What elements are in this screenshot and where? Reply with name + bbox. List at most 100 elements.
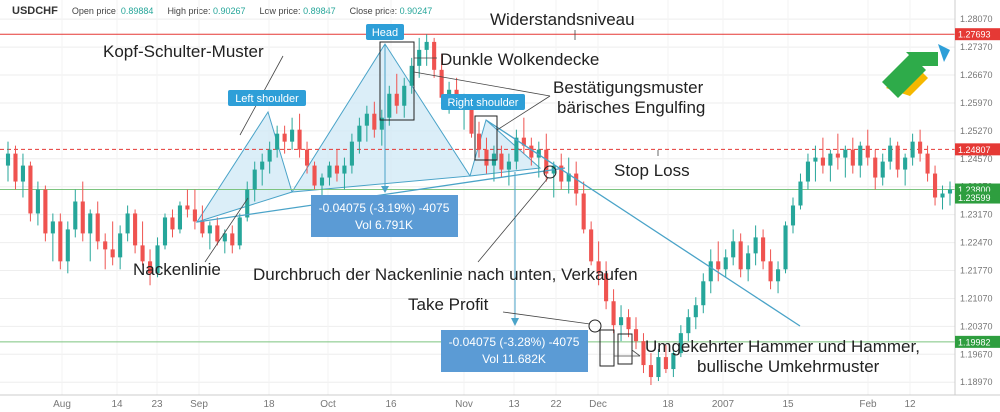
right-shoulder-badge (441, 94, 525, 110)
candle-body (648, 365, 654, 378)
measure-box-1 (311, 195, 458, 237)
candle-body (35, 189, 40, 214)
head-drop-arrow (381, 186, 389, 193)
take-profit-label: Take Profit (408, 295, 489, 314)
y-axis: 1.28070 1.27370 1.26670 1.25970 1.25270 1.245… (954, 0, 1000, 412)
candle-body (260, 161, 265, 170)
candle-body (379, 117, 384, 130)
candle-body (237, 217, 242, 246)
y-tick-label: 1.21770 (960, 266, 993, 276)
candle-body (813, 157, 818, 162)
candle-body (349, 141, 354, 166)
candle-body (5, 153, 11, 166)
price-tag (955, 191, 1000, 204)
candle-body (708, 261, 713, 282)
candle-body (357, 125, 362, 142)
price-tag (955, 335, 1000, 348)
price-tag-label: 1.23800 (958, 185, 991, 195)
y-tick-label: 1.21070 (960, 293, 993, 303)
x-axis: Aug 14 23 Sep 18 Oct 16 Nov 13 22 Dec 18 2007 15 Feb 12 (0, 394, 1000, 410)
candle-body (88, 213, 93, 234)
price-tag (955, 143, 1000, 156)
candle-body (155, 245, 160, 274)
left-shoulder-label: Left shoulder (235, 93, 299, 105)
price-tag-label: 1.23599 (958, 193, 991, 203)
candle-body (731, 241, 736, 258)
candle-body (103, 241, 108, 250)
candle-body (671, 353, 676, 370)
y-tick-label: 1.27370 (960, 42, 993, 52)
confirm-label-line1: Bestätigungsmuster (553, 78, 704, 97)
price-tag-label: 1.24807 (958, 145, 991, 155)
candle-body (177, 205, 183, 230)
x-tick-label: Nov (455, 399, 473, 410)
candle-body (506, 161, 511, 170)
pointer-take-profit (502, 311, 591, 325)
take-profit-circle (588, 319, 602, 333)
candle-body (387, 93, 392, 118)
candle-body (327, 165, 332, 178)
candle-body (932, 173, 938, 198)
y-tick-label: 1.20370 (960, 321, 993, 331)
x-tick-label: 18 (662, 399, 674, 410)
candle-body (50, 221, 55, 234)
chart-header: USDCHF Open price: 0.89884 High price: 0… (0, 0, 432, 22)
candle-body (910, 141, 915, 158)
candle-body (835, 153, 840, 158)
candle-body (499, 153, 504, 170)
candle-body (865, 145, 870, 158)
candle-body (80, 201, 85, 234)
candle-body (768, 261, 773, 282)
candle-body (693, 305, 698, 318)
candle-body (940, 193, 945, 198)
candle-body (110, 249, 115, 258)
x-tick-label: Dec (589, 399, 607, 410)
dark-cloud-label: Dunkle Wolkendecke (440, 50, 599, 69)
measure-box-2 (441, 330, 588, 372)
candle-body (319, 177, 325, 186)
candle-body (245, 189, 250, 218)
low-price-value: 0.89847 (303, 6, 336, 16)
close-price-label: Close price: (349, 6, 398, 16)
candle-body (43, 189, 48, 234)
candle-body (858, 145, 863, 166)
candle-body (618, 317, 624, 326)
candle-body (342, 165, 347, 174)
candle-body (192, 209, 197, 222)
candle-body (828, 153, 833, 166)
open-price-value: 0.89884 (120, 6, 154, 16)
candle-body (746, 253, 751, 270)
resistance-label: Widerstandsniveau (490, 10, 635, 29)
candle-body (439, 69, 444, 98)
candle-body (529, 145, 534, 158)
price-tag (955, 28, 1000, 41)
candle-body (133, 213, 138, 246)
candle-body (409, 65, 414, 86)
x-tick-label: 22 (550, 399, 562, 410)
candle-body (663, 357, 668, 370)
candle-body (304, 149, 310, 166)
candle-body (432, 41, 437, 70)
candle-body (589, 229, 594, 262)
dark-cloud-box (379, 41, 415, 121)
candle-body (334, 165, 340, 174)
candle-body (775, 269, 781, 282)
breakout-label: Durchbruch der Nackenlinie nach unten, V… (253, 265, 638, 284)
candle-body (633, 329, 639, 342)
measure-1-volume: Vol 6.791K (355, 218, 413, 232)
candle-body (125, 213, 130, 234)
measure-2-volume: Vol 11.682K (482, 352, 546, 366)
candle-body (641, 341, 646, 366)
y-tick-label: 1.24570 (960, 154, 993, 164)
candle-body (521, 137, 526, 146)
candle-body (790, 205, 796, 226)
candle-body (372, 113, 377, 130)
price-tag-label: 1.19982 (958, 337, 991, 347)
candle-body (13, 153, 18, 182)
candle-body (200, 221, 205, 234)
candle-body (716, 261, 721, 270)
x-tick-label: 23 (151, 399, 163, 410)
pointer-breakout (477, 177, 549, 263)
